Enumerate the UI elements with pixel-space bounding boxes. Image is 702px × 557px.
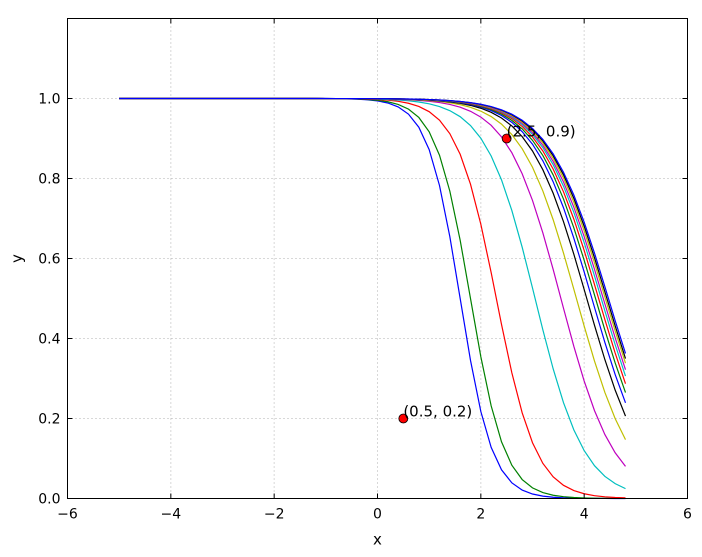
annotation-markers: (0.5, 0.2) (2.5, 0.9) — [398, 123, 576, 424]
y-axis-title: y — [8, 254, 26, 263]
annotation-label-1: (0.5, 0.2) — [403, 403, 472, 421]
curves — [119, 97, 627, 500]
y-tick-label: 0.2 — [38, 412, 60, 428]
annotation-label-2: (2.5, 0.9) — [507, 123, 576, 141]
x-tick-label: 6 — [683, 507, 692, 523]
tick-labels: −6 −4 −2 0 2 4 6 0.0 0.2 0.4 0.6 0.8 1.0 — [38, 92, 692, 523]
ticks — [67, 18, 688, 499]
x-tick-label: 2 — [476, 507, 485, 523]
x-tick-label: 4 — [580, 507, 589, 523]
y-tick-label: 0.4 — [38, 332, 60, 348]
x-tick-label: −4 — [161, 507, 182, 523]
annotation-point-1 — [398, 413, 409, 424]
y-tick-label: 0.8 — [38, 172, 60, 188]
series-line-15 — [119, 97, 627, 354]
y-tick-label: 1.0 — [38, 92, 60, 108]
x-tick-label: −2 — [264, 507, 285, 523]
x-tick-label: 0 — [373, 507, 382, 523]
x-tick-label: −6 — [57, 507, 78, 523]
annotation-point-2 — [501, 133, 512, 144]
y-tick-label: 0.0 — [38, 492, 60, 508]
y-tick-label: 0.6 — [38, 252, 60, 268]
x-axis-title: x — [373, 531, 382, 549]
